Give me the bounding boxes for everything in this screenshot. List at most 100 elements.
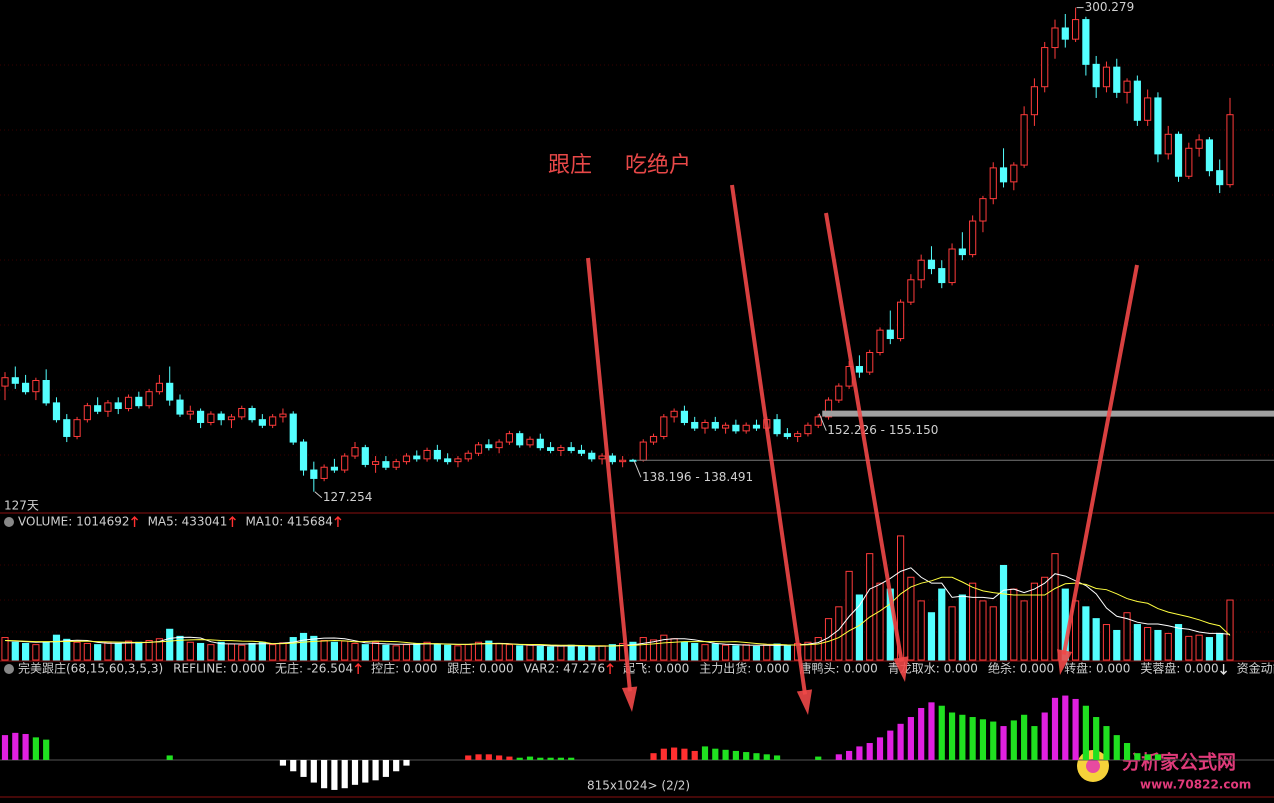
- indicator-bar: [681, 748, 688, 760]
- indicator-bar: [310, 759, 317, 783]
- indicator-bar: [1000, 726, 1007, 760]
- volume-bar: [454, 645, 462, 661]
- candle-body: [1174, 133, 1183, 177]
- indicator-bar: [557, 757, 564, 760]
- candle-body: [413, 455, 421, 460]
- indicator-bar: [876, 737, 884, 760]
- indicator-bar: [1031, 726, 1038, 760]
- candle-body: [186, 410, 194, 415]
- volume-bar: [866, 553, 874, 661]
- candle-body: [176, 399, 184, 415]
- ma-line: [4, 576, 1231, 647]
- indicator-bar: [1134, 753, 1141, 760]
- legend-entry: VOLUME: 1014692: [18, 515, 130, 529]
- candle-body: [804, 424, 812, 435]
- price-label: 300.279: [1085, 0, 1135, 14]
- annotation: 跟庄: [548, 153, 592, 178]
- indicator-bar: [1154, 754, 1162, 760]
- legend-entry: 转盘: 0.000: [1064, 661, 1130, 676]
- candle-body: [577, 449, 586, 454]
- candle-body: [660, 416, 668, 437]
- volume-bar: [423, 641, 431, 661]
- candle-body: [63, 419, 71, 437]
- candle-body: [917, 259, 925, 281]
- candle-body: [505, 433, 513, 443]
- volume-bar: [63, 638, 71, 661]
- candle-body: [402, 455, 411, 463]
- volume-bar: [1123, 612, 1131, 661]
- indicator-bar: [959, 714, 966, 760]
- candle-body: [1072, 19, 1080, 40]
- volume-bar: [938, 588, 946, 661]
- volume-bar: [845, 570, 853, 661]
- callout-arrow: [621, 686, 638, 712]
- indicator-bar: [568, 757, 575, 760]
- volume-bar: [680, 641, 689, 661]
- volume-bar: [1092, 618, 1100, 661]
- candle-body: [423, 449, 431, 460]
- candle-body: [1020, 114, 1028, 166]
- indicator-bar: [773, 755, 781, 760]
- volume-bar: [958, 594, 966, 661]
- volume-bar: [649, 639, 658, 661]
- candle-body: [711, 421, 719, 429]
- callout-arrow: [893, 656, 909, 682]
- volume-bar: [814, 637, 822, 661]
- candle-body: [680, 410, 689, 423]
- candle-body: [248, 407, 256, 421]
- callout-arrow: [730, 184, 808, 695]
- candle-body: [227, 416, 236, 421]
- volume-bar: [22, 642, 30, 661]
- candle-body: [639, 441, 647, 461]
- volume-bar: [752, 645, 761, 661]
- candle-body: [104, 402, 112, 412]
- volume-bar: [557, 645, 565, 661]
- indicator-bar: [1103, 726, 1110, 760]
- volume-bar: [1, 637, 9, 661]
- volume-bar: [1030, 582, 1038, 661]
- candle-body: [722, 424, 730, 429]
- volume-bar: [516, 645, 524, 661]
- volume-bar: [660, 634, 668, 661]
- collapse-icon[interactable]: [4, 517, 14, 527]
- logo: [1086, 759, 1100, 773]
- indicator-bar: [948, 712, 956, 760]
- volume-bar: [742, 644, 750, 661]
- callout-arrow: [1061, 264, 1139, 655]
- price-label: 127.254: [323, 490, 373, 504]
- collapse-icon[interactable]: [4, 664, 14, 674]
- volume-bar: [413, 642, 421, 661]
- volume-bar: [433, 643, 441, 661]
- volume-bar: [1133, 624, 1141, 661]
- indicator-bar: [22, 733, 29, 760]
- volume-bar: [207, 644, 215, 661]
- callout-arrow: [1057, 649, 1073, 675]
- volume-bar: [1041, 576, 1049, 661]
- volume-bar: [32, 644, 40, 661]
- candle-body: [1123, 80, 1131, 93]
- indicator-bar: [1113, 735, 1120, 760]
- candle-body: [1, 377, 9, 387]
- candle-body: [114, 402, 122, 409]
- volume-bar: [948, 606, 956, 661]
- volume-bar: [1164, 632, 1172, 661]
- indicator-bar: [712, 748, 719, 760]
- volume-bar: [979, 600, 987, 661]
- price-label: 138.196 - 138.491: [642, 470, 753, 484]
- price-label: 152.226 - 155.150: [827, 423, 938, 437]
- candle-body: [516, 433, 524, 446]
- candle-body: [1144, 97, 1152, 121]
- indicator-bar: [691, 750, 698, 760]
- candle-body: [1185, 147, 1193, 177]
- volume-bar: [217, 641, 225, 661]
- callout-arrow: [586, 257, 632, 692]
- arrow-icon: [1220, 664, 1228, 675]
- candle-body: [814, 416, 822, 426]
- volume-bar: [927, 612, 936, 661]
- candle-body: [166, 382, 174, 401]
- candle-body: [1092, 63, 1100, 88]
- volume-bar: [495, 642, 503, 661]
- arrow-icon: [228, 516, 236, 527]
- volume-bar: [608, 644, 616, 661]
- candle-body: [464, 452, 472, 460]
